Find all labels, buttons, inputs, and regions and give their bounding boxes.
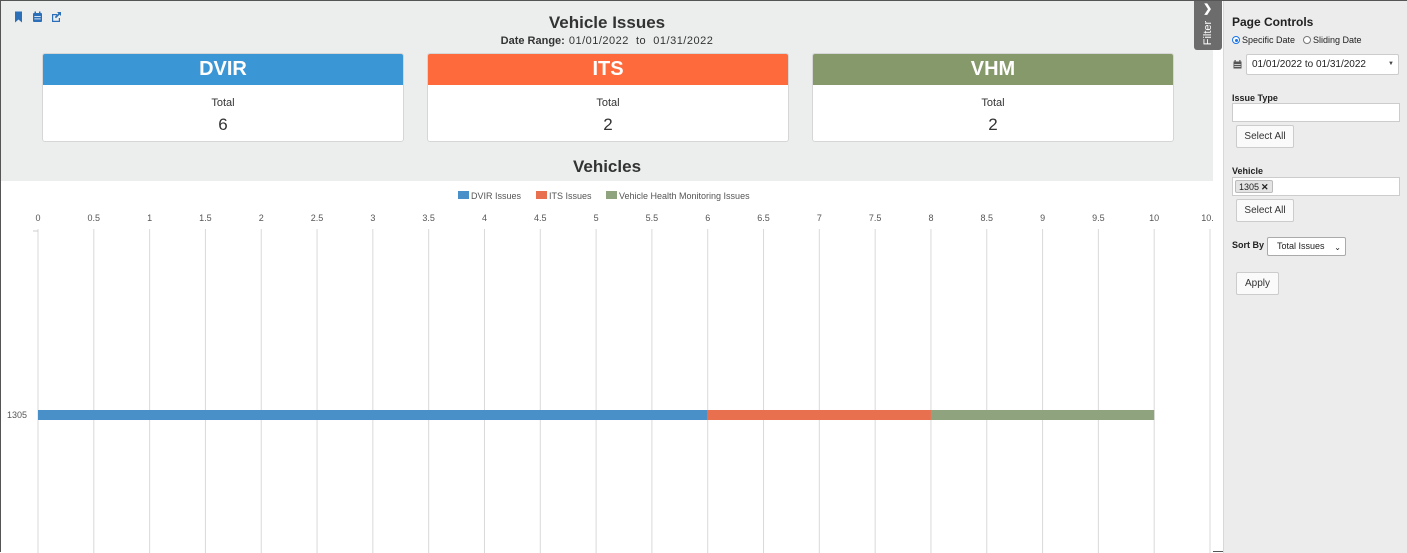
its-card-value: 2 [603, 115, 613, 134]
x-tick-label: 7 [817, 213, 822, 223]
x-tick-label: 7.5 [869, 213, 882, 223]
chevron-down-icon: ⌄ [1334, 243, 1341, 252]
sliding-date-label[interactable]: Sliding Date [1313, 35, 1362, 45]
x-tick-label: 9 [1040, 213, 1045, 223]
vehicle-select-all-button[interactable]: Select All [1236, 199, 1294, 222]
its-card-title: ITS [428, 54, 788, 85]
chevron-right-icon: ❯ [1203, 3, 1213, 15]
sliding-date-radio[interactable] [1303, 36, 1312, 44]
its-card: ITS Total 2 [427, 53, 789, 142]
vehicle-chip-label: 1305 [1239, 182, 1260, 192]
filter-tab-label: Filter [1202, 20, 1214, 46]
dvir-card: DVIR Total 6 [42, 53, 404, 142]
x-tick-label: 6 [705, 213, 710, 223]
legend-swatch [458, 191, 469, 199]
x-tick-label: 10 [1149, 213, 1159, 223]
sort-by-select[interactable]: Total Issues ⌄ [1267, 237, 1346, 256]
x-tick-label: 8.5 [981, 213, 994, 223]
legend-swatch [536, 191, 547, 199]
dvir-card-subtitle: Total [211, 97, 235, 109]
vhm-card-title: VHM [813, 54, 1173, 85]
filter-toggle-tab[interactable]: ❯ Filter [1194, 1, 1222, 50]
x-tick-label: 9.5 [1092, 213, 1105, 223]
vhm-card: VHM Total 2 [812, 53, 1174, 142]
legend-swatch [606, 191, 617, 199]
close-icon[interactable]: ✕ [1261, 182, 1269, 192]
caret-down-icon: ▼ [1388, 61, 1394, 67]
vehicles-title: Vehicles [572, 157, 642, 176]
dvir-card-value: 6 [218, 115, 228, 134]
bar-segment [930, 410, 1155, 420]
specific-date-label[interactable]: Specific Date [1242, 35, 1296, 45]
bookmark-icon[interactable] [13, 11, 24, 23]
x-tick-label: 10.5 [1201, 213, 1213, 223]
x-tick-label: 2 [259, 213, 264, 223]
page-controls-panel: Page Controls Specific Date Sliding Date… [1223, 1, 1407, 553]
x-tick-label: 1 [147, 213, 152, 223]
its-card-subtitle: Total [596, 97, 620, 109]
vehicles-chart: 0 0.5 1 1.5 2 2.5 3 3.5 4 4.5 5 5.5 6 6.5 7 7.5 8 8.5 9 9.5… [1, 181, 1213, 553]
vehicles-chart-svg: 0 0.5 1 1.5 2 2.5 3 3.5 4 4.5 5 5.5 6 6.5 7 7.5 8 8.5 9 9.5… [7, 191, 1213, 553]
sort-by-select-value: Total Issues [1277, 241, 1325, 251]
toolbar [13, 11, 62, 23]
x-tick-label: 3 [370, 213, 375, 223]
calendar-icon [1233, 60, 1242, 69]
x-tick-label: 4.5 [534, 213, 547, 223]
x-tick-label: 8 [928, 213, 933, 223]
x-tick-label: 0.5 [88, 213, 101, 223]
issue-type-input[interactable] [1232, 103, 1400, 122]
specific-date-radio[interactable] [1232, 36, 1240, 44]
x-tick-label: 1.5 [199, 213, 212, 223]
legend-label: ITS Issues [549, 191, 592, 201]
bar-segment [707, 410, 931, 420]
vehicle-chip: 1305 ✕ [1235, 180, 1273, 193]
x-tick-label: 4 [482, 213, 487, 223]
date-range-select-value: 01/01/2022 to 01/31/2022 [1252, 59, 1366, 70]
x-tick-label: 5 [594, 213, 599, 223]
vehicle-label: Vehicle [1232, 166, 1264, 176]
bar-segment [38, 410, 708, 420]
calendar-icon[interactable] [32, 11, 43, 23]
vhm-card-subtitle: Total [981, 97, 1005, 109]
issue-type-label: Issue Type [1232, 93, 1278, 103]
issue-type-select-all-button[interactable]: Select All [1236, 125, 1294, 148]
legend-label: Vehicle Health Monitoring Issues [619, 191, 750, 201]
x-tick-label: 2.5 [311, 213, 324, 223]
vehicle-input[interactable]: 1305 ✕ [1232, 177, 1400, 196]
x-tick-label: 6.5 [757, 213, 770, 223]
date-range: Date Range: 01/01/2022 to 01/31/2022 [1, 35, 1213, 47]
x-tick-label: 5.5 [646, 213, 659, 223]
panel-title: Page Controls [1232, 15, 1314, 29]
date-range-value: 01/01/2022 to 01/31/2022 [568, 35, 714, 47]
sort-by-label: Sort By [1232, 240, 1265, 250]
date-range-label: Date Range: [500, 35, 565, 47]
external-link-icon[interactable] [51, 11, 62, 23]
legend-label: DVIR Issues [471, 191, 522, 201]
dvir-card-title: DVIR [43, 54, 403, 85]
x-tick-label: 0 [35, 213, 40, 223]
x-tick-label: 3.5 [422, 213, 435, 223]
apply-button[interactable]: Apply [1236, 272, 1279, 295]
y-category-label: 1305 [7, 410, 27, 420]
page-title: Vehicle Issues [548, 13, 666, 32]
date-range-select[interactable]: 01/01/2022 to 01/31/2022 ▼ [1246, 54, 1399, 75]
main-content: Vehicle Issues Date Range: 01/01/2022 to … [1, 1, 1213, 553]
vhm-card-value: 2 [988, 115, 998, 134]
date-mode-radios: Specific Date Sliding Date [1232, 35, 1362, 45]
